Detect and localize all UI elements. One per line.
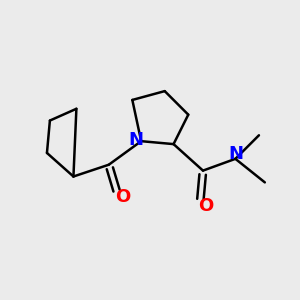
- Text: N: N: [128, 131, 143, 149]
- Text: N: N: [228, 145, 243, 163]
- Text: O: O: [198, 197, 213, 215]
- Text: O: O: [115, 188, 130, 206]
